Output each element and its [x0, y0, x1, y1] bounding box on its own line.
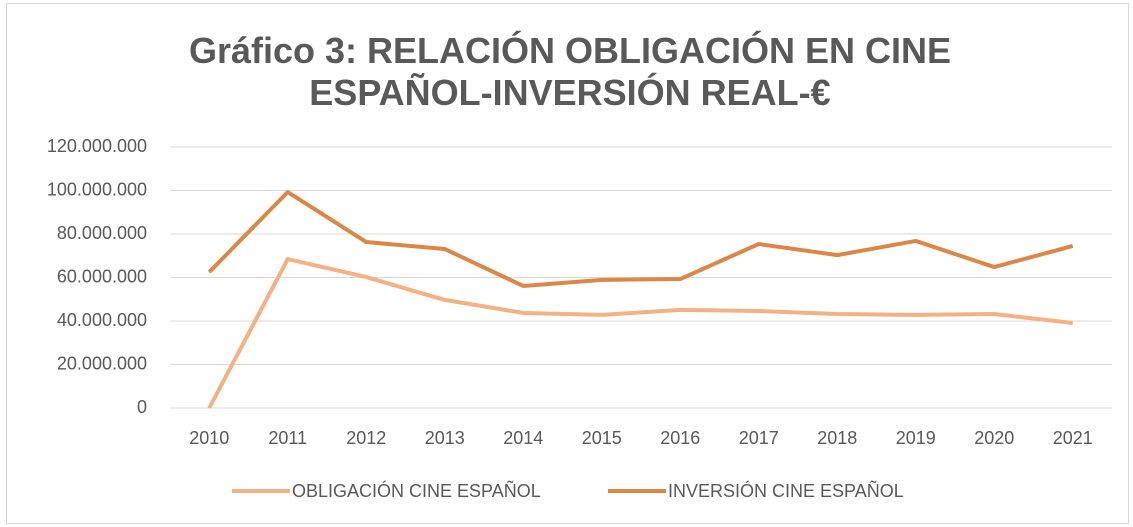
y-tick-label: 100.000.000	[47, 179, 147, 199]
x-tick-label: 2015	[582, 428, 622, 448]
x-tick-label: 2019	[896, 428, 936, 448]
legend-label: INVERSIÓN CINE ESPAÑOL	[668, 480, 904, 501]
legend-label: OBLIGACIÓN CINE ESPAÑOL	[292, 480, 541, 501]
y-tick-label: 80.000.000	[57, 223, 147, 243]
x-tick-label: 2014	[503, 428, 543, 448]
chart-title: Gráfico 3: RELACIÓN OBLIGACIÓN EN CINE E…	[188, 30, 952, 113]
chart-border	[6, 3, 1129, 524]
y-tick-label: 40.000.000	[57, 310, 147, 330]
y-tick-label: 0	[137, 397, 147, 417]
x-tick-label: 2012	[346, 428, 386, 448]
y-tick-label: 60.000.000	[57, 266, 147, 286]
x-tick-label: 2013	[425, 428, 465, 448]
x-tick-label: 2017	[739, 428, 779, 448]
series-line	[207, 257, 1073, 409]
x-tick-label: 2018	[817, 428, 857, 448]
x-tick-label: 2010	[189, 428, 229, 448]
x-tick-label: 2021	[1053, 428, 1093, 448]
y-tick-label: 20.000.000	[57, 353, 147, 373]
x-tick-label: 2011	[268, 428, 307, 448]
y-tick-label: 120.000.000	[47, 136, 147, 156]
series-line	[207, 190, 1074, 288]
x-tick-label: 2016	[660, 428, 700, 448]
x-tick-label: 2020	[974, 428, 1014, 448]
